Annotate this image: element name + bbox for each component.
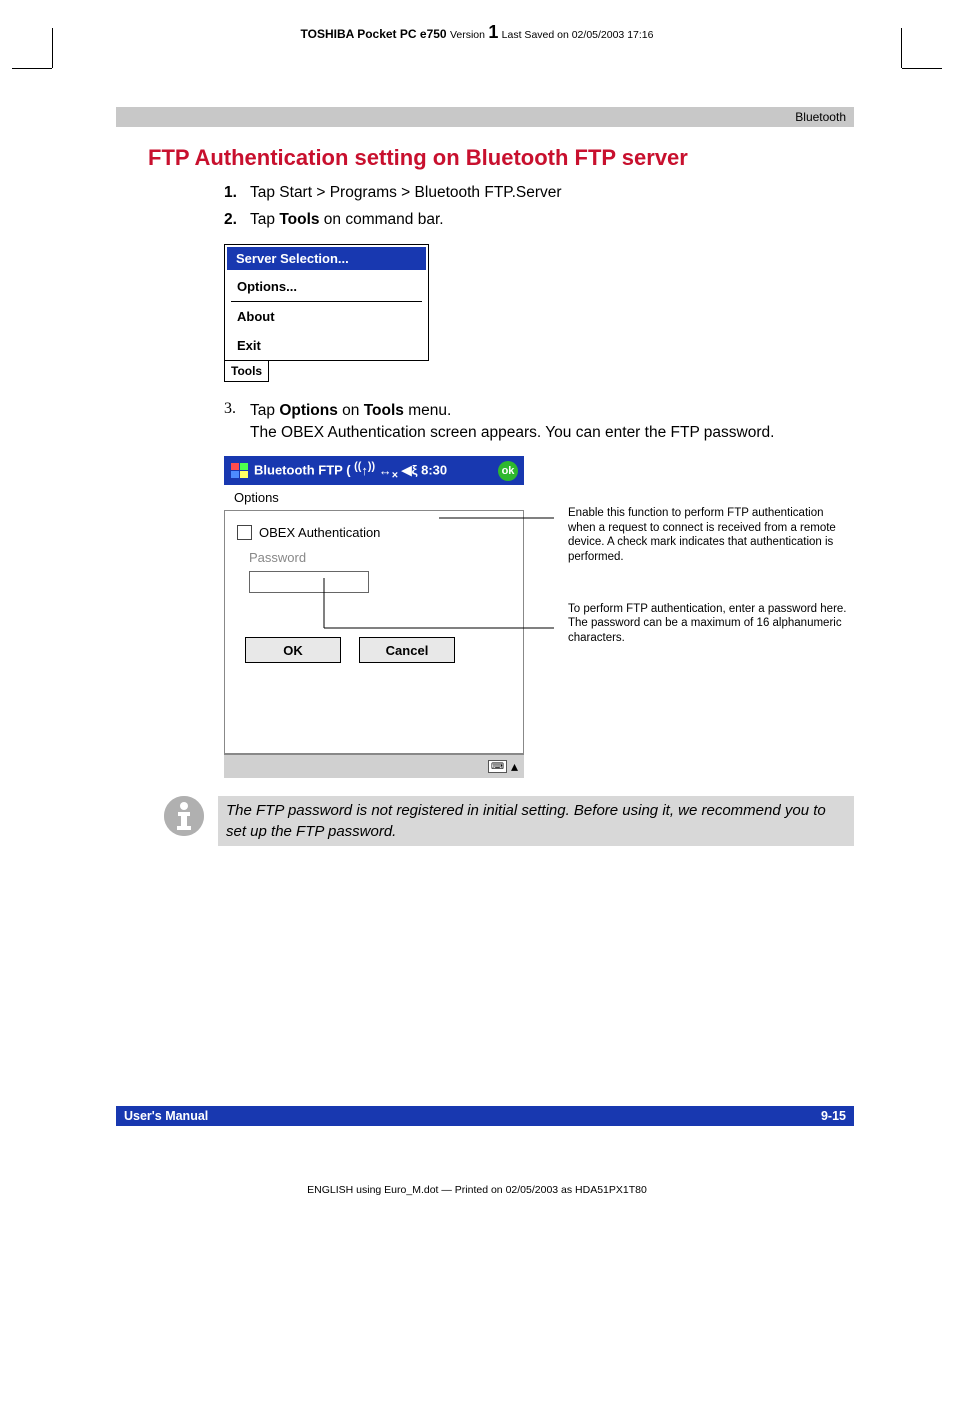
obex-auth-checkbox-row: OBEX Authentication xyxy=(237,525,511,540)
step-text: The OBEX Authentication screen appears. … xyxy=(250,422,854,444)
footer-left: User's Manual xyxy=(124,1109,208,1123)
menu-item-options[interactable]: Options... xyxy=(225,272,428,301)
step-text: Tap Start > Programs > Bluetooth FTP.Ser… xyxy=(250,181,562,204)
password-input[interactable] xyxy=(249,571,369,593)
options-tab[interactable]: Options xyxy=(224,485,524,511)
ok-badge[interactable]: ok xyxy=(498,461,518,481)
step-text: Tap Tools on command bar. xyxy=(250,208,444,231)
annotation-1: Enable this function to perform FTP auth… xyxy=(568,506,854,564)
menu-item-about[interactable]: About xyxy=(225,302,428,331)
up-arrow-icon[interactable]: ▴ xyxy=(511,758,518,775)
page-header: TOSHIBA Pocket PC e750 Version 1 Last Sa… xyxy=(0,0,954,43)
obex-auth-checkbox[interactable] xyxy=(237,525,252,540)
step-2: 2. Tap Tools on command bar. xyxy=(224,208,854,231)
cancel-button[interactable]: Cancel xyxy=(359,637,455,663)
sip-bar: ⌨ ▴ xyxy=(224,754,524,778)
obex-auth-label: OBEX Authentication xyxy=(259,525,380,540)
version-num: 1 xyxy=(488,22,498,42)
section-bar: Bluetooth xyxy=(116,107,854,127)
step-3: 3. Tap Options on Tools menu. The OBEX A… xyxy=(224,400,854,445)
step-num: 2. xyxy=(224,208,250,231)
footer-bar: User's Manual 9-15 xyxy=(116,1106,854,1126)
info-note-row: The FTP password is not registered in in… xyxy=(164,796,854,846)
password-label: Password xyxy=(249,550,511,565)
info-note-text: The FTP password is not registered in in… xyxy=(218,796,854,846)
annotation-2: To perform FTP authentication, enter a p… xyxy=(568,602,854,645)
menu-item-exit[interactable]: Exit xyxy=(225,331,428,360)
signal-icon: ((↑)) xyxy=(351,463,376,478)
footer-right: 9-15 xyxy=(821,1109,846,1123)
dialog-title: Bluetooth FTP ( ((↑)) ↔× ◀ξ 8:30 xyxy=(254,460,494,481)
step-num: 3. xyxy=(224,400,250,445)
start-flag-icon[interactable] xyxy=(230,462,250,480)
step-num: 1. xyxy=(224,181,250,204)
info-icon xyxy=(164,796,204,836)
crop-mark xyxy=(12,68,52,69)
dialog-titlebar: Bluetooth FTP ( ((↑)) ↔× ◀ξ 8:30 ok xyxy=(224,456,524,485)
print-info: ENGLISH using Euro_M.dot — Printed on 02… xyxy=(0,1184,954,1196)
keyboard-icon[interactable]: ⌨ xyxy=(488,760,507,773)
section-title: FTP Authentication setting on Bluetooth … xyxy=(148,145,854,171)
step-text: Tap Options on Tools menu. xyxy=(250,400,854,422)
version-label: Version xyxy=(450,29,485,41)
ok-button[interactable]: OK xyxy=(245,637,341,663)
options-dialog-body: OBEX Authentication Password OK Cancel xyxy=(224,511,524,754)
crop-mark xyxy=(901,28,902,68)
menu-item-server-selection[interactable]: Server Selection... xyxy=(227,247,426,270)
speaker-icon: ◀ξ xyxy=(402,463,418,478)
sync-icon: ↔× xyxy=(379,463,398,478)
tools-tab[interactable]: Tools xyxy=(224,361,269,382)
product-name: TOSHIBA Pocket PC e750 xyxy=(301,27,447,41)
crop-mark xyxy=(902,68,942,69)
saved-date: Last Saved on 02/05/2003 17:16 xyxy=(502,29,654,41)
crop-mark xyxy=(52,28,53,68)
step-1: 1. Tap Start > Programs > Bluetooth FTP.… xyxy=(224,181,854,204)
tools-menu-screenshot: Server Selection... Options... About Exi… xyxy=(224,244,429,382)
